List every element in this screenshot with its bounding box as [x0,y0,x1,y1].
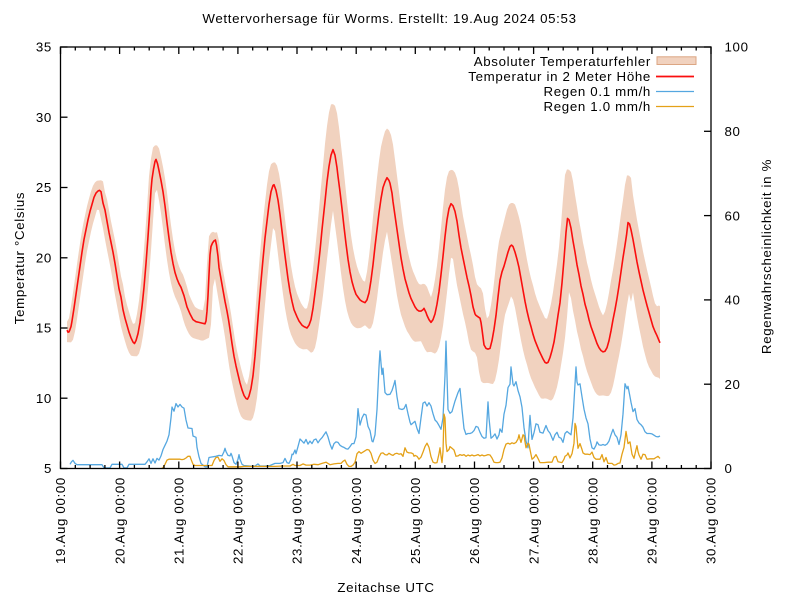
svg-text:35: 35 [36,40,52,55]
svg-text:21.Aug 00:00: 21.Aug 00:00 [172,477,187,564]
svg-text:30.Aug 00:00: 30.Aug 00:00 [704,477,719,564]
svg-text:26.Aug 00:00: 26.Aug 00:00 [467,477,482,564]
svg-text:Zeitachse UTC: Zeitachse UTC [337,580,434,595]
svg-text:Regenwahrscheinlichkeit in %: Regenwahrscheinlichkeit in % [759,159,774,354]
svg-text:30: 30 [36,110,52,125]
svg-text:Absoluter Temperaturfehler: Absoluter Temperaturfehler [474,54,651,69]
svg-text:Wettervorhersage für Worms. Er: Wettervorhersage für Worms. Erstellt: 19… [202,11,576,26]
svg-text:80: 80 [725,124,741,139]
svg-text:27.Aug 00:00: 27.Aug 00:00 [526,477,541,564]
svg-text:28.Aug 00:00: 28.Aug 00:00 [585,477,600,564]
svg-text:100: 100 [725,40,749,55]
svg-text:20: 20 [36,250,52,265]
svg-text:25.Aug 00:00: 25.Aug 00:00 [408,477,423,564]
svg-text:Temperatur °Celsius: Temperatur °Celsius [12,192,27,324]
svg-text:20.Aug 00:00: 20.Aug 00:00 [112,477,127,564]
svg-text:19.Aug 00:00: 19.Aug 00:00 [53,477,68,564]
svg-text:22.Aug 00:00: 22.Aug 00:00 [231,477,246,564]
svg-text:Regen 1.0 mm/h: Regen 1.0 mm/h [543,99,651,114]
svg-text:10: 10 [36,391,52,406]
svg-text:23.Aug 00:00: 23.Aug 00:00 [290,477,305,564]
svg-text:15: 15 [36,321,52,336]
svg-text:0: 0 [725,461,733,476]
svg-text:25: 25 [36,180,52,195]
svg-text:Temperatur in 2 Meter Höhe: Temperatur in 2 Meter Höhe [468,69,651,84]
svg-text:Regen 0.1 mm/h: Regen 0.1 mm/h [543,84,651,99]
svg-text:29.Aug 00:00: 29.Aug 00:00 [645,477,660,564]
svg-text:40: 40 [725,293,741,308]
svg-text:5: 5 [44,461,52,476]
svg-text:60: 60 [725,208,741,223]
svg-text:20: 20 [725,377,741,392]
svg-text:24.Aug 00:00: 24.Aug 00:00 [349,477,364,564]
